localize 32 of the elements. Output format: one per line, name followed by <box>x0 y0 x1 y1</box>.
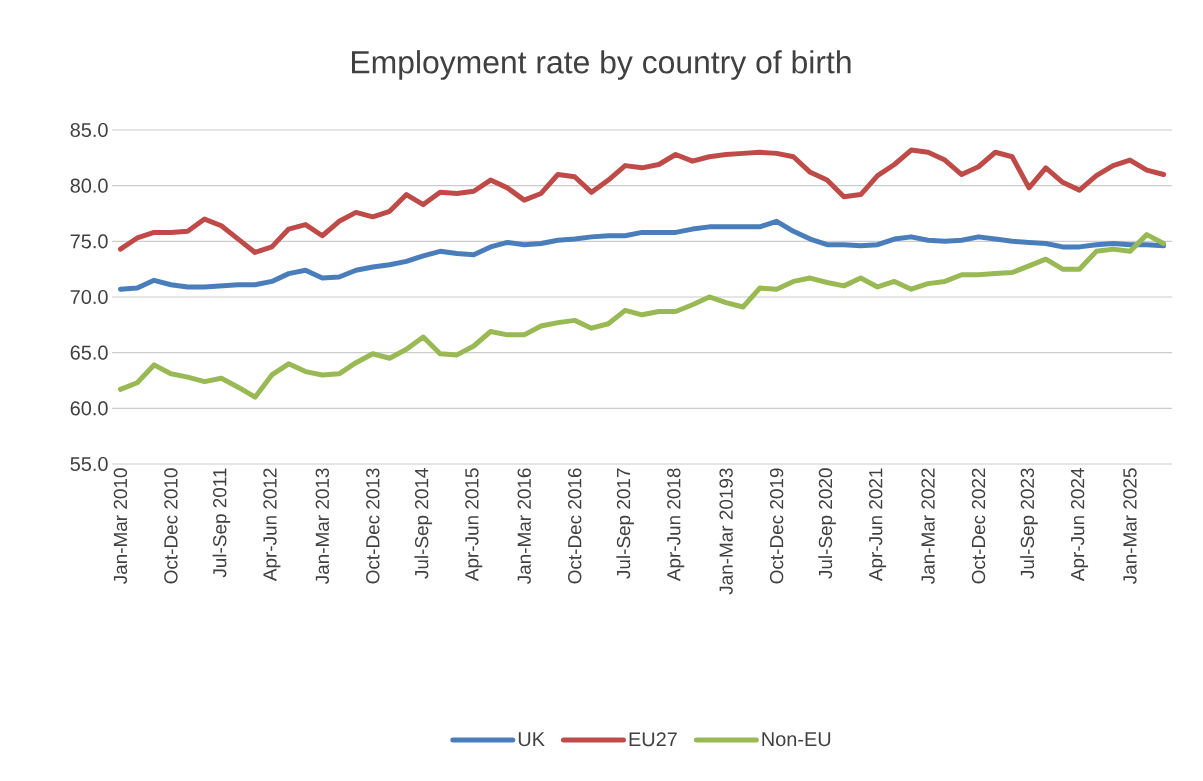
x-tick-label: Jul-Sep 2023 <box>1020 468 1038 579</box>
legend-label: UK <box>518 732 545 747</box>
x-tick-label: Jan-Mar 20193 <box>719 468 733 595</box>
x-tick-label: Oct-Dec 2019 <box>769 468 784 584</box>
x-tick-label: Jul-Sep 2011 <box>212 468 231 578</box>
x-tick-label: Jan-Mar 2022 <box>921 468 935 585</box>
legend-label: Non-EU <box>762 732 831 747</box>
legend-label: EU27 <box>629 732 677 747</box>
x-tick-label: Apr-Jun 2018 <box>667 468 685 582</box>
y-tick-label: 55.0 <box>70 456 108 472</box>
y-tick-label: 85.0 <box>70 122 108 138</box>
y-tick-label: 65.0 <box>70 345 108 360</box>
x-tick-label: Oct-Dec 2016 <box>568 468 582 584</box>
x-tick-label: Jan-Mar 2025 <box>1123 468 1137 585</box>
x-tick-label: Apr-Jun 2021 <box>868 468 887 582</box>
x-tick-label: Apr-Jun 2015 <box>465 468 483 582</box>
x-tick-label: Apr-Jun 2012 <box>263 468 281 582</box>
x-tick-label: Oct-Dec 2022 <box>971 468 986 584</box>
x-tick-label: Jul-Sep 2020 <box>818 468 836 579</box>
x-tick-label: Jan-Mar 2013 <box>315 468 330 585</box>
chart-title: Employment rate by country of birth <box>352 50 851 80</box>
x-tick-label: Jan-Mar 2016 <box>517 468 531 585</box>
y-tick-label: 70.0 <box>70 289 108 305</box>
x-tick-label: Oct-Dec 2013 <box>366 468 380 584</box>
y-tick-label: 60.0 <box>70 401 108 416</box>
x-tick-label: Jan-Mar 2010 <box>113 468 128 585</box>
x-tick-label: Jul-Sep 2017 <box>616 468 634 579</box>
x-tick-label: Jul-Sep 2014 <box>414 468 433 579</box>
y-tick-label: 75.0 <box>70 234 108 249</box>
x-tick-label: Oct-Dec 2010 <box>164 468 178 584</box>
x-tick-label: Apr-Jun 2024 <box>1070 468 1089 582</box>
y-tick-label: 80.0 <box>70 178 108 193</box>
